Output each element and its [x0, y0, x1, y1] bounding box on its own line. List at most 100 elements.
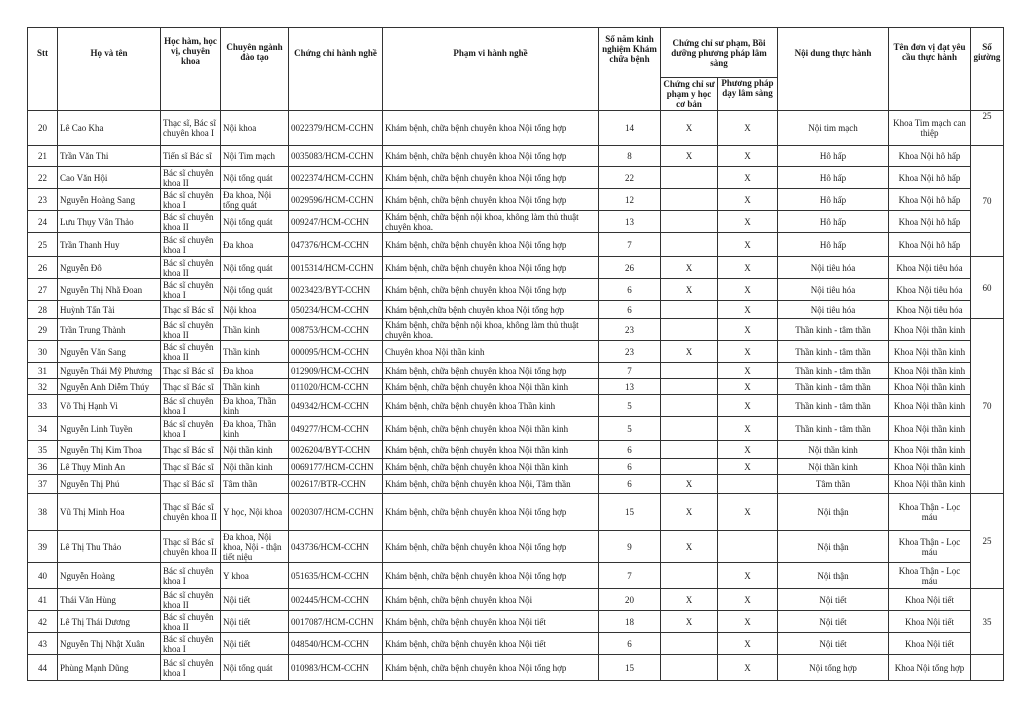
cell-major: Nội tổng quát — [220, 166, 289, 189]
cell-name: Lưu Thụy Vân Thảo — [57, 210, 161, 233]
cell-major: Nội tổng quát — [220, 654, 289, 681]
header-years: Số năm kinh nghiệm Khám chữa bệnh — [598, 27, 661, 111]
cell-degree: Bác sĩ chuyên khoa II — [160, 166, 221, 189]
cell-stt: 21 — [27, 145, 58, 167]
cell-scope: Khám bệnh, chữa bệnh chuyên khoa Nội thầ… — [382, 378, 599, 395]
cell-unit: Khoa Nội tiêu hóa — [888, 300, 971, 319]
cell-name: Vũ Thị Minh Hoa — [57, 493, 161, 531]
cell-cert-clinical: X — [717, 610, 778, 633]
cell-name: Lê Cao Kha — [57, 110, 161, 146]
cell-stt: 36 — [27, 458, 58, 475]
cell-name: Phùng Mạnh Dũng — [57, 654, 161, 681]
cell-years: 6 — [598, 278, 661, 301]
header-row: Stt Họ và tên Học hàm, học vị, chuyên kh… — [27, 27, 1004, 111]
cell-cert-basic — [660, 210, 718, 233]
cell-years: 6 — [598, 300, 661, 319]
cell-cert-basic: X — [660, 256, 718, 279]
cell-years: 8 — [598, 145, 661, 167]
cell-license: 011020/HCM-CCHN — [288, 378, 383, 395]
cell-cert-clinical: X — [717, 300, 778, 319]
cell-years: 9 — [598, 530, 661, 563]
cell-cert-basic — [660, 562, 718, 589]
cell-name: Lê Thụy Minh An — [57, 458, 161, 475]
header-scope: Phạm vi hành nghề — [382, 27, 599, 111]
cell-practice: Thần kinh - tâm thần — [777, 340, 889, 363]
cell-unit: Khoa Nội tiết — [888, 610, 971, 633]
cell-practice: Nội tiết — [777, 610, 889, 633]
cell-license: 047376/HCM-CCHN — [288, 232, 383, 257]
cell-cert-clinical: X — [717, 145, 778, 167]
cell-stt: 43 — [27, 632, 58, 655]
cell-license: 010983/HCM-CCHN — [288, 654, 383, 681]
table-row: 44 Phùng Mạnh Dũng Bác sĩ chuyên khoa I Nội… — [27, 654, 1004, 681]
cell-unit: Khoa Nội thần kinh — [888, 474, 971, 494]
header-unit: Tên đơn vị đạt yêu cầu thực hành — [888, 27, 971, 111]
cell-license: 050234/HCM-CCHN — [288, 300, 383, 319]
cell-practice: Hô hấp — [777, 232, 889, 257]
cell-unit: Khoa Nội thần kinh — [888, 458, 971, 475]
cell-name: Cao Văn Hội — [57, 166, 161, 189]
cell-license: 0035083/HCM-CCHN — [288, 145, 383, 167]
cell-cert-basic — [660, 632, 718, 655]
cell-license: 051635/HCM-CCHN — [288, 562, 383, 589]
cell-practice: Nội tiết — [777, 632, 889, 655]
cell-major: Nội thần kinh — [220, 458, 289, 475]
cell-major: Đa khoa, Nội tổng quát — [220, 188, 289, 211]
cell-cert-basic — [660, 654, 718, 681]
cell-license: 0023423/BYT-CCHN — [288, 278, 383, 301]
cell-license: 0022374/HCM-CCHN — [288, 166, 383, 189]
cell-cert-clinical — [717, 530, 778, 563]
table-row: 22 Cao Văn Hội Bác sĩ chuyên khoa II Nội tổ… — [27, 166, 1004, 189]
cell-unit: Khoa Nội tiêu hóa — [888, 256, 971, 279]
cell-name: Nguyễn Hoàng — [57, 562, 161, 589]
cell-practice: Thần kinh - tâm thần — [777, 394, 889, 417]
cell-scope: Khám bệnh, chữa bệnh chuyên khoa Nội tổn… — [382, 232, 599, 257]
table-row: 29 Trần Trung Thành Bác sĩ chuyên khoa II T… — [27, 318, 1004, 494]
cell-stt: 33 — [27, 394, 58, 417]
cell-stt: 26 — [27, 256, 58, 279]
cell-degree: Thạc sĩ Bác sĩ — [160, 378, 221, 395]
cell-scope: Khám bệnh, chữa bệnh chuyên khoa Nội tổn… — [382, 530, 599, 563]
cell-scope: Khám bệnh, chữa bệnh chuyên khoa Nội tổn… — [382, 256, 599, 279]
table-row: 42 Lê Thị Thái Dương Bác sĩ chuyên khoa II… — [27, 610, 1004, 633]
cell-stt: 32 — [27, 378, 58, 395]
cell-years: 26 — [598, 256, 661, 279]
header-degree: Học hàm, học vị, chuyên khoa — [160, 27, 221, 111]
cell-unit: Khoa Nội tổng hợp — [888, 654, 971, 681]
cell-cert-basic — [660, 300, 718, 319]
cell-stt: 30 — [27, 340, 58, 363]
cell-unit: Khoa Nội thần kinh — [888, 362, 971, 379]
cell-practice: Thần kinh - tâm thần — [777, 378, 889, 395]
cell-license: 0022379/HCM-CCHN — [288, 110, 383, 146]
cell-cert-clinical: X — [717, 562, 778, 589]
cell-degree: Thạc sĩ Bác sĩ — [160, 362, 221, 379]
cell-cert-clinical: X — [717, 632, 778, 655]
cell-cert-clinical: X — [717, 166, 778, 189]
cell-beds: 70 — [970, 145, 1004, 257]
cell-license: 0015314/HCM-CCHN — [288, 256, 383, 279]
cell-name: Thái Văn Hùng — [57, 588, 161, 611]
cell-name: Trần Trung Thành — [57, 318, 161, 341]
cell-stt: 28 — [27, 300, 58, 319]
cell-stt: 35 — [27, 440, 58, 459]
table-row: 21 Trần Văn Thi Tiến sĩ Bác sĩ Nội Tim mạch… — [27, 145, 1004, 257]
cell-unit: Khoa Nội thần kinh — [888, 440, 971, 459]
cell-scope: Khám bệnh, chữa bệnh chuyên khoa Nội tổn… — [382, 188, 599, 211]
cell-major: Nội khoa — [220, 110, 289, 146]
cell-stt: 22 — [27, 166, 58, 189]
table-row: 43 Nguyễn Thị Nhật Xuân Bác sĩ chuyên khoa… — [27, 632, 1004, 655]
cell-name: Nguyễn Hoàng Sang — [57, 188, 161, 211]
cell-major: Thần kinh — [220, 318, 289, 341]
cell-license: 002617/BTR-CCHN — [288, 474, 383, 494]
cell-beds: 35 — [970, 588, 1004, 655]
cell-cert-basic — [660, 318, 718, 341]
cell-cert-basic — [660, 362, 718, 379]
cell-unit: Khoa Nội hô hấp — [888, 188, 971, 211]
cell-scope: Khám bệnh, chữa bệnh chuyên khoa Nội tổn… — [382, 166, 599, 189]
table-row: 28 Huỳnh Tấn Tài Thạc sĩ Bác sĩ Nội khoa 050… — [27, 300, 1004, 319]
header-cert-basic: Chứng chỉ sư phạm y học cơ bản — [660, 77, 718, 111]
cell-practice: Thần kinh - tâm thần — [777, 416, 889, 441]
cell-stt: 34 — [27, 416, 58, 441]
cell-cert-basic: X — [660, 493, 718, 531]
